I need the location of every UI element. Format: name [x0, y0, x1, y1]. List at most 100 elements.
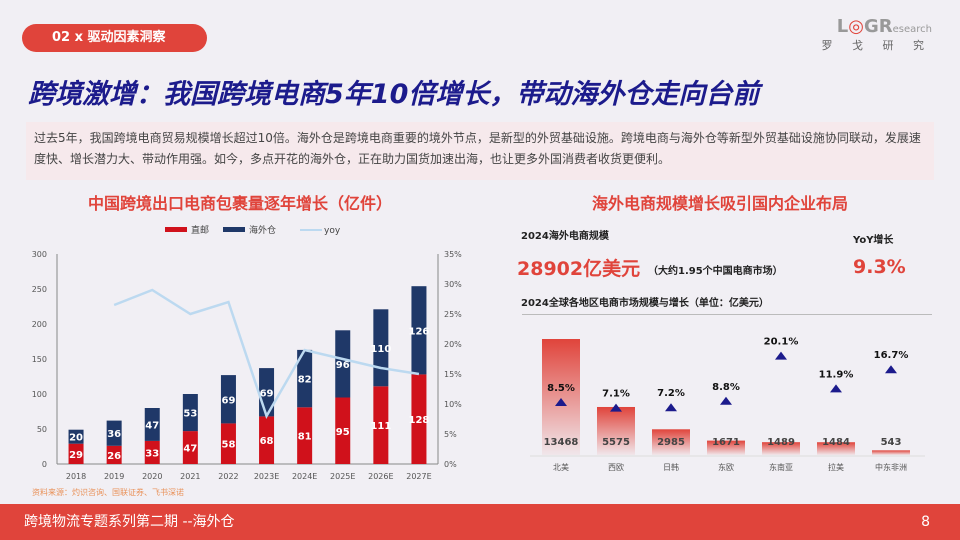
bar-label: 29	[69, 450, 83, 461]
bar-label: 26	[107, 451, 121, 462]
bar-label: 58	[221, 440, 235, 451]
section-tag: 02 x 驱动因素洞察	[22, 24, 207, 52]
bar-direct-mail	[335, 397, 351, 464]
x-tick-label: 2021	[180, 472, 200, 481]
legend-label: 直邮	[191, 224, 209, 236]
up-triangle-icon	[775, 351, 787, 360]
intro-text: 过去5年，我国跨境电商贸易规模增长超过10倍。海外仓是跨境电商重要的境外节点，是…	[26, 122, 934, 180]
y2-tick-label: 20%	[444, 340, 462, 349]
x-tick-label: 2027E	[406, 472, 431, 481]
page-title: 跨境激增：我国跨境电商5年10倍增长，带动海外仓走向台前	[28, 79, 760, 110]
y2-tick-label: 0%	[444, 460, 457, 469]
x-tick-label: 2023E	[254, 472, 279, 481]
yoy-line	[113, 288, 420, 420]
bar-overseas-warehouse	[220, 375, 236, 424]
x-tick-label: 2020	[142, 472, 162, 481]
scale-value: 28902亿美元	[517, 258, 641, 280]
x-tick-label: 2018	[66, 472, 86, 481]
region-chart-subtitle: 2024全球各地区电商市场规模与增长（单位：亿美元）	[521, 298, 769, 309]
bar-label: 68	[260, 436, 274, 447]
bar-overseas-warehouse	[106, 420, 122, 446]
bar-label: 69	[221, 395, 235, 406]
x-tick-label: 2019	[104, 472, 124, 481]
bar-overseas-warehouse	[411, 286, 427, 375]
growth-label: 7.1%	[602, 389, 630, 400]
y-tick-label: 250	[32, 285, 47, 294]
bar-label: 81	[298, 432, 312, 443]
region-chart: 13468 8.5% 北美 5575 7.1% 西欧 2985 7.2% 日韩 1671 8.8% 东…	[530, 337, 925, 472]
bar-direct-mail	[373, 386, 389, 464]
yoy-value: 9.3%	[853, 256, 906, 278]
region-value: 5575	[602, 437, 630, 448]
bar-label: 53	[183, 409, 197, 420]
growth-label: 8.5%	[547, 383, 575, 394]
up-triangle-icon	[555, 398, 567, 406]
growth-label: 20.1%	[764, 337, 799, 348]
y2-tick-label: 30%	[444, 280, 462, 289]
bar-label: 95	[336, 427, 350, 438]
divider	[522, 314, 932, 315]
region-bar	[652, 429, 690, 455]
y2-tick-label: 15%	[444, 370, 462, 379]
footer-bar: 跨境物流专题系列第二期 --海外仓 8	[0, 504, 960, 540]
region-bar	[707, 440, 745, 455]
legend-label: 海外仓	[249, 224, 276, 236]
up-triangle-icon	[830, 384, 842, 393]
y-tick-label: 150	[32, 355, 47, 364]
bar-direct-mail	[182, 431, 198, 464]
bar-label: 96	[336, 360, 350, 371]
y-tick-label: 50	[37, 425, 47, 434]
region-value: 1489	[767, 437, 795, 448]
page-number: 8	[921, 514, 930, 530]
bar-label: 110	[370, 344, 391, 355]
bar-label: 47	[145, 420, 159, 431]
bar-label: 111	[370, 421, 391, 432]
y2-tick-label: 10%	[444, 400, 462, 409]
region-bar	[817, 442, 855, 455]
left-chart-title: 中国跨境出口电商包裹量逐年增长（亿件）	[87, 194, 392, 213]
bar-direct-mail	[297, 407, 313, 464]
logo: L◎GResearch 罗 戈 研 究	[822, 16, 933, 53]
bar-overseas-warehouse	[68, 429, 84, 444]
region-bar	[762, 442, 800, 455]
y-tick-label: 300	[32, 250, 47, 259]
bar-overseas-warehouse	[182, 394, 198, 432]
logo-sub: 罗 戈 研 究	[821, 39, 932, 52]
x-tick-label: 2024E	[292, 472, 317, 481]
bar-label: 20	[69, 433, 83, 444]
region-label: 拉美	[828, 462, 844, 472]
logo-text: L◎GResearch	[836, 16, 932, 37]
legend-swatch	[223, 227, 245, 232]
scale-label: 2024海外电商规模	[521, 231, 609, 242]
bar-direct-mail	[411, 374, 427, 464]
up-triangle-icon	[665, 403, 677, 412]
region-bar	[542, 339, 580, 455]
x-tick-label: 2025E	[330, 472, 355, 481]
region-label: 东南亚	[769, 462, 793, 472]
growth-label: 16.7%	[874, 350, 909, 361]
region-value: 1671	[712, 437, 740, 448]
bar-label: 36	[107, 429, 121, 440]
region-value: 13468	[544, 437, 579, 448]
bar-direct-mail	[68, 443, 84, 464]
y-tick-label: 100	[32, 390, 47, 399]
y2-tick-label: 35%	[444, 250, 462, 259]
growth-label: 8.8%	[712, 382, 740, 393]
bar-label: 126	[409, 326, 430, 337]
right-chart-title: 海外电商规模增长吸引国内企业布局	[591, 194, 848, 213]
up-triangle-icon	[885, 365, 897, 374]
x-tick-label: 2026E	[368, 472, 393, 481]
region-label: 日韩	[663, 462, 679, 472]
bar-overseas-warehouse	[297, 349, 313, 408]
region-label: 中东非洲	[875, 462, 907, 472]
bar-label: 82	[298, 375, 312, 386]
region-label: 西欧	[608, 462, 624, 472]
region-value: 2985	[657, 437, 685, 448]
legend-swatch	[165, 227, 187, 232]
yoy-label: YoY增长	[853, 235, 894, 246]
up-triangle-icon	[610, 403, 622, 412]
y-tick-label: 0	[42, 460, 47, 469]
y2-tick-label: 25%	[444, 310, 462, 319]
region-bar	[872, 450, 910, 455]
bar-direct-mail	[106, 445, 122, 464]
